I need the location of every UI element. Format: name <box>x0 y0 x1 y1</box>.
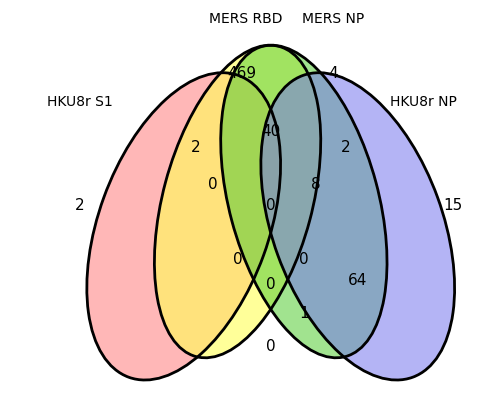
Text: 0: 0 <box>233 252 242 267</box>
Text: HKU8r NP: HKU8r NP <box>390 95 457 109</box>
Ellipse shape <box>220 45 387 358</box>
Text: 0: 0 <box>208 177 218 192</box>
Text: 0: 0 <box>266 339 276 354</box>
Text: 469: 469 <box>227 66 256 81</box>
Ellipse shape <box>87 73 280 380</box>
Text: 0: 0 <box>266 277 276 292</box>
Text: 40: 40 <box>261 124 280 139</box>
Text: 8: 8 <box>312 177 321 192</box>
Text: 0: 0 <box>299 252 308 267</box>
Text: HKU8r S1: HKU8r S1 <box>47 95 112 109</box>
Text: 2: 2 <box>76 198 85 213</box>
Text: MERS NP: MERS NP <box>302 12 364 26</box>
Text: 15: 15 <box>444 198 462 213</box>
Text: 2: 2 <box>340 140 350 155</box>
Ellipse shape <box>261 73 454 380</box>
Text: 64: 64 <box>348 273 368 288</box>
Text: 4: 4 <box>328 66 338 81</box>
Ellipse shape <box>154 45 320 358</box>
Text: 1: 1 <box>299 306 308 321</box>
Text: MERS RBD: MERS RBD <box>209 12 282 26</box>
Text: 0: 0 <box>266 198 276 213</box>
Text: 2: 2 <box>192 140 201 155</box>
